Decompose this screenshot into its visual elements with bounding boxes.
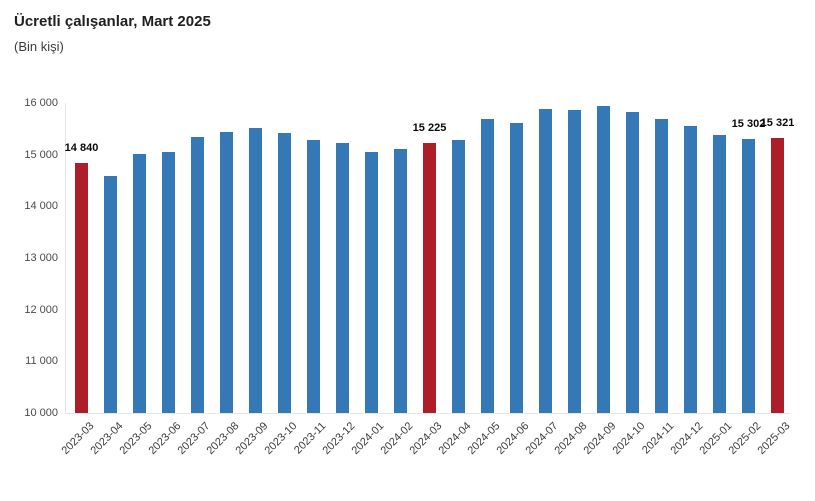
y-tick-label: 15 000 xyxy=(24,148,58,161)
bar-2023-03[interactable] xyxy=(75,162,88,413)
y-axis-line xyxy=(65,103,66,413)
y-tick-label: 14 000 xyxy=(24,200,58,213)
x-axis-line xyxy=(65,413,790,414)
bar-2023-06[interactable] xyxy=(162,151,175,413)
y-tick-label: 11 000 xyxy=(25,355,58,368)
data-label-2023-03: 14 840 xyxy=(64,141,99,154)
bar-2023-11[interactable] xyxy=(307,139,320,413)
bar-2023-10[interactable] xyxy=(278,133,291,413)
chart-subtitle: (Bin kişi) xyxy=(14,39,64,54)
bar-2024-03[interactable] xyxy=(423,143,436,413)
bar-2024-02[interactable] xyxy=(394,148,407,413)
bar-2023-04[interactable] xyxy=(104,175,117,413)
bar-2023-07[interactable] xyxy=(191,137,204,413)
bar-2024-06[interactable] xyxy=(510,123,523,413)
bar-2024-04[interactable] xyxy=(452,140,465,413)
data-label-2025-02: 15 302 xyxy=(731,118,766,131)
bar-2024-07[interactable] xyxy=(539,108,552,413)
bar-2024-05[interactable] xyxy=(481,119,494,413)
bar-2024-09[interactable] xyxy=(597,105,610,413)
bar-2024-01[interactable] xyxy=(365,151,378,413)
bar-2023-08[interactable] xyxy=(220,131,233,413)
y-tick-label: 16 000 xyxy=(24,97,58,109)
y-tick-label: 12 000 xyxy=(24,303,58,316)
y-tick-label: 13 000 xyxy=(24,252,58,264)
bar-2023-09[interactable] xyxy=(249,128,262,413)
y-tick-label: 10 000 xyxy=(24,407,58,419)
bar-2024-11[interactable] xyxy=(655,118,668,413)
chart-title: Ücretli çalışanlar, Mart 2025 xyxy=(14,13,211,30)
bar-2025-03[interactable] xyxy=(771,138,784,413)
bar-2024-08[interactable] xyxy=(568,109,581,413)
bar-2023-12[interactable] xyxy=(336,142,349,413)
bar-2024-10[interactable] xyxy=(626,111,639,413)
bar-2025-02[interactable] xyxy=(742,139,755,413)
bar-2023-05[interactable] xyxy=(133,154,146,413)
data-label-2024-03: 15 225 xyxy=(412,122,447,135)
bar-2024-12[interactable] xyxy=(684,126,697,413)
data-label-2025-03: 15 321 xyxy=(760,117,795,130)
bar-2025-01[interactable] xyxy=(713,134,726,413)
